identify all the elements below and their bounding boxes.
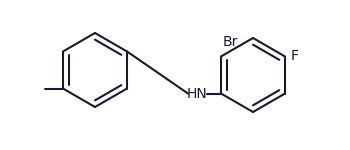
Text: Br: Br (223, 34, 238, 48)
Text: HN: HN (187, 87, 207, 101)
Text: F: F (291, 50, 299, 63)
